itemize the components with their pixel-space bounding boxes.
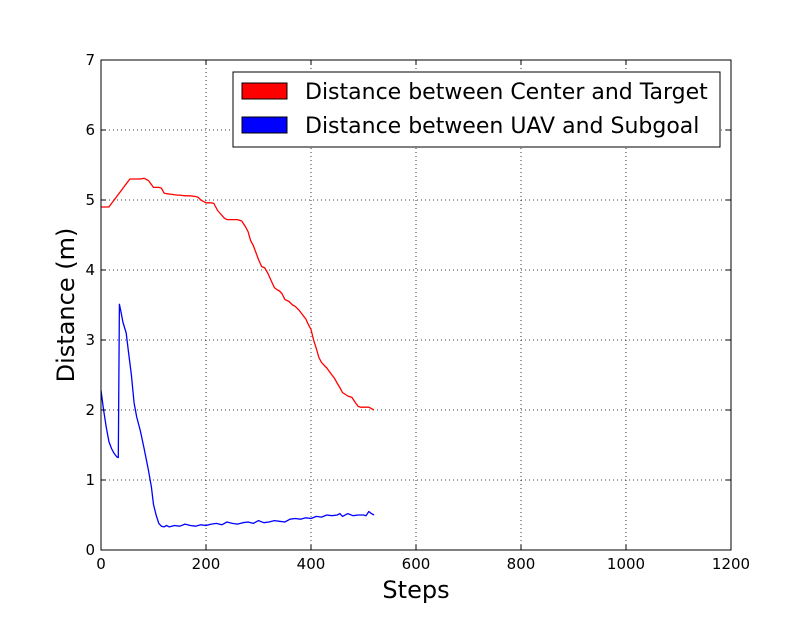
series-layer bbox=[100, 177, 375, 528]
x-tick-label: 600 bbox=[402, 555, 431, 573]
x-tick-label: 800 bbox=[507, 555, 536, 573]
legend-label-center-target: Distance between Center and Target bbox=[305, 80, 708, 105]
series-line-1 bbox=[100, 303, 375, 528]
y-tick-label: 3 bbox=[85, 331, 95, 349]
legend-label-uav-subgoal: Distance between UAV and Subgoal bbox=[305, 114, 699, 139]
y-tick-label: 5 bbox=[85, 191, 95, 209]
legend: Distance between Center and Target Dista… bbox=[232, 71, 721, 148]
x-axis-title: Steps bbox=[382, 576, 449, 604]
legend-box bbox=[232, 71, 721, 148]
series-line-0 bbox=[101, 177, 375, 411]
y-tick-label: 0 bbox=[85, 541, 95, 559]
grid bbox=[101, 60, 731, 550]
x-tick-label: 1200 bbox=[712, 555, 750, 573]
y-axis-title: Distance (m) bbox=[52, 228, 80, 383]
y-tick-label: 1 bbox=[85, 471, 95, 489]
x-tick-label: 1000 bbox=[607, 555, 645, 573]
y-tick-label: 6 bbox=[85, 121, 95, 139]
legend-swatch-center-target bbox=[241, 82, 288, 100]
x-tick-label: 400 bbox=[297, 555, 326, 573]
y-tick-label: 4 bbox=[85, 261, 95, 279]
x-tick-label: 0 bbox=[96, 555, 106, 573]
tick-labels: 0 200 400 600 800 1000 1200 0 1 2 3 4 5 6 7 bbox=[85, 51, 750, 573]
y-tick-label: 7 bbox=[85, 51, 95, 69]
x-tick-label: 200 bbox=[192, 555, 221, 573]
y-tick-label: 2 bbox=[85, 401, 95, 419]
legend-swatch-uav-subgoal bbox=[241, 116, 288, 134]
ticks bbox=[100, 59, 732, 551]
